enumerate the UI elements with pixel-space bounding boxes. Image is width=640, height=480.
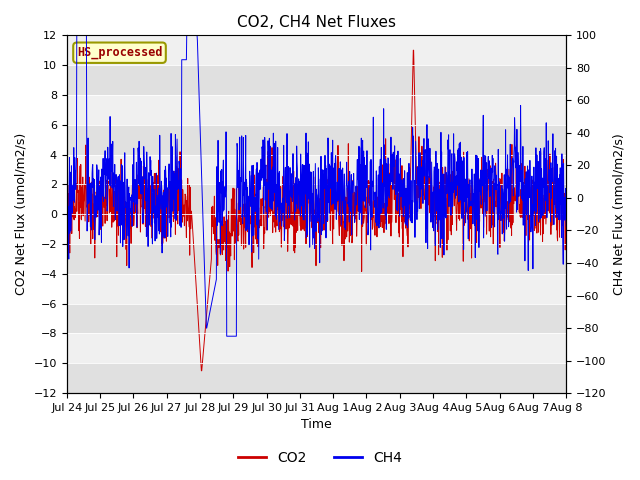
Bar bbox=[67, 155, 566, 184]
Bar bbox=[67, 274, 566, 304]
Legend: CO2, CH4: CO2, CH4 bbox=[232, 445, 408, 471]
Bar bbox=[67, 334, 566, 363]
X-axis label: Time: Time bbox=[301, 419, 332, 432]
Bar bbox=[67, 95, 566, 125]
Y-axis label: CH4 Net Flux (nmol/m2/s): CH4 Net Flux (nmol/m2/s) bbox=[612, 133, 625, 295]
Bar bbox=[67, 363, 566, 393]
Bar bbox=[67, 184, 566, 214]
Bar bbox=[67, 65, 566, 95]
Bar bbox=[67, 125, 566, 155]
Bar bbox=[67, 214, 566, 244]
Y-axis label: CO2 Net Flux (umol/m2/s): CO2 Net Flux (umol/m2/s) bbox=[15, 133, 28, 295]
Text: HS_processed: HS_processed bbox=[77, 46, 163, 60]
Title: CO2, CH4 Net Fluxes: CO2, CH4 Net Fluxes bbox=[237, 15, 396, 30]
Bar bbox=[67, 244, 566, 274]
Bar bbox=[67, 304, 566, 334]
Bar bbox=[67, 36, 566, 65]
